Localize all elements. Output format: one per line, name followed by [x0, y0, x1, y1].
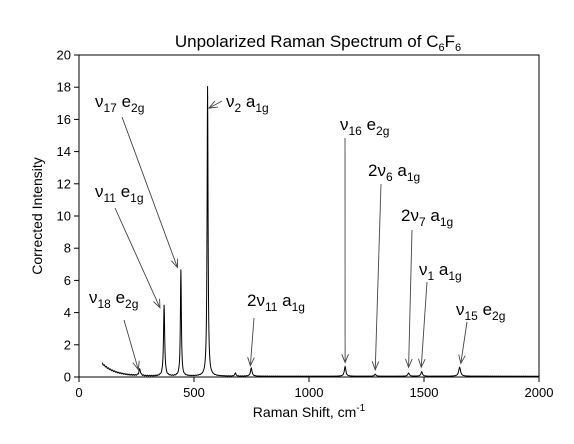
annotation-nu2-a1g: ν2 a1g: [207, 92, 269, 115]
annotation-arrow: [408, 229, 413, 368]
y-tick-label: 14: [57, 144, 71, 159]
arrow-head: [207, 100, 218, 109]
annotation-arrow: [114, 207, 161, 308]
annotation-2nu11-a1g: 2ν11 a1g: [247, 291, 305, 367]
chart-title: Unpolarized Raman Spectrum of C6F6: [175, 32, 461, 54]
arrow-head: [405, 358, 413, 369]
annotation-nu15-e2g: ν15 e2g: [456, 300, 505, 365]
annotation-nu1-a1g: ν1 a1g: [418, 260, 462, 369]
y-tick-label: 8: [64, 241, 71, 256]
y-tick-label: 2: [64, 337, 71, 352]
annotation-nu16-e2g: ν16 e2g: [340, 115, 389, 364]
y-tick-label: 6: [64, 273, 71, 288]
y-tick-label: 4: [64, 305, 71, 320]
arrow-head: [371, 361, 380, 371]
annotation-label: 2ν7 a1g: [401, 206, 453, 229]
annotation-arrow: [208, 100, 223, 109]
y-tick-label: 10: [57, 209, 71, 224]
annotation-arrow: [121, 116, 178, 268]
x-axis: 0 500 1000 1500 2000: [75, 377, 553, 400]
arrow-head: [458, 354, 466, 365]
x-tick-label: 1500: [410, 385, 439, 400]
annotation-label: 2ν6 a1g: [368, 161, 420, 184]
x-tick-label: 2000: [525, 385, 554, 400]
annotation-label: ν16 e2g: [340, 115, 389, 138]
arrow-head: [171, 258, 179, 269]
x-tick-label: 1000: [295, 385, 324, 400]
annotation-label: 2ν11 a1g: [247, 291, 305, 314]
arrow-head: [418, 358, 426, 369]
annotation-nu18-e2g: ν18 e2g: [89, 288, 140, 371]
plot-frame: [78, 54, 540, 378]
y-tick-label: 12: [57, 176, 71, 191]
annotation-label: ν18 e2g: [89, 288, 138, 311]
y-tick-label: 16: [57, 112, 71, 127]
spectrum-line: [101, 86, 539, 377]
y-axis: 0 2 4 6 8 10 12 14 16 18 20: [57, 48, 79, 385]
y-tick-label: 20: [57, 48, 71, 63]
annotation-label: ν2 a1g: [226, 92, 269, 115]
annotation-label: ν11 e1g: [95, 182, 144, 205]
y-axis-title: Corrected Intensity: [29, 157, 45, 275]
arrow-head: [153, 298, 161, 309]
annotation-arrow: [249, 317, 255, 366]
arrow-head: [247, 357, 255, 367]
annotation-arrow: [460, 321, 468, 364]
annotation-label: ν1 a1g: [419, 260, 462, 283]
y-tick-label: 18: [57, 80, 71, 95]
annotation-2nu6-a1g: 2ν6 a1g: [368, 161, 420, 371]
annotation-nu17-e2g: ν17 e2g: [95, 92, 179, 269]
annotation-2nu7-a1g: 2ν7 a1g: [401, 206, 453, 369]
x-tick-label: 500: [183, 385, 205, 400]
annotation-label: ν15 e2g: [456, 300, 505, 323]
x-tick-label: 0: [75, 385, 82, 400]
annotation-arrow: [123, 319, 139, 370]
annotation-arrow: [374, 183, 382, 370]
arrow-head: [132, 360, 140, 371]
x-axis-title: Raman Shift, cm-1: [253, 403, 366, 420]
arrow-head: [341, 353, 349, 364]
annotation-nu11-e1g: ν11 e1g: [95, 182, 161, 309]
peak-annotations: ν18 e2g ν11 e1g ν17 e2g ν2 a1g 2ν11 a1g ν16 e…: [89, 92, 505, 371]
y-tick-label: 0: [64, 370, 71, 385]
annotation-arrow: [420, 281, 428, 368]
annotation-label: ν17 e2g: [95, 92, 144, 115]
